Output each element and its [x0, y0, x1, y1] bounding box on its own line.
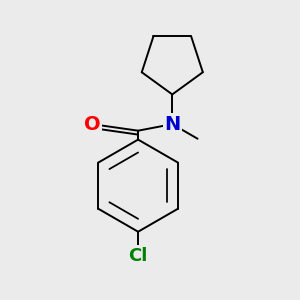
Text: O: O: [84, 115, 100, 134]
Text: N: N: [164, 115, 180, 134]
Text: Cl: Cl: [128, 247, 148, 265]
